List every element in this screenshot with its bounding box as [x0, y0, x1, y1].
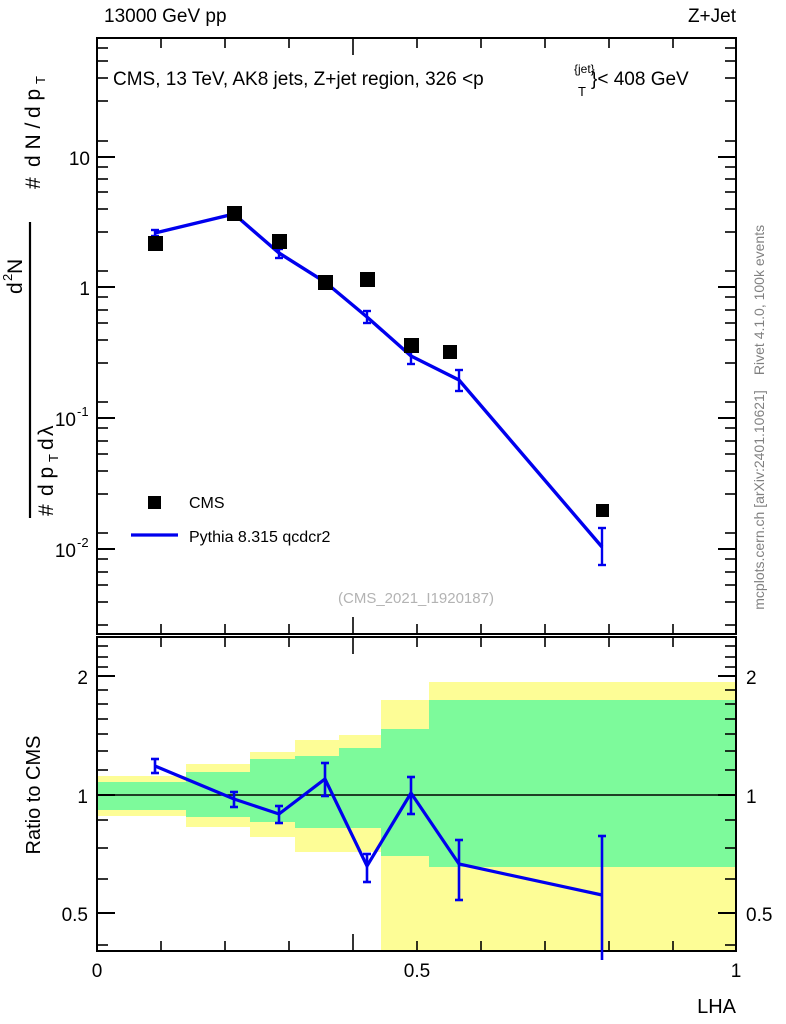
ratio-ytick-label-05: 0.5 — [62, 905, 88, 926]
ratio-ytick-label-2: 2 — [77, 668, 88, 689]
main-title-text: CMS, 13 TeV, AK8 jets, Z+jet region, 326… — [113, 69, 484, 90]
ylabel-lambda: λ — [35, 425, 58, 436]
main-ytick-minor — [97, 47, 736, 626]
ylabel-d2n-n: N — [4, 259, 27, 274]
ratio-line-pythia — [154, 764, 603, 897]
main-ytick-label-1em1: 10 -1 — [55, 404, 89, 431]
header-right: Z+Jet — [688, 6, 737, 27]
legend-label-cms: CMS — [189, 495, 225, 512]
svg-text:10: 10 — [55, 410, 76, 431]
watermark: (CMS_2021_I1920187) — [338, 590, 494, 607]
ratio-ytick-label-1: 1 — [77, 787, 88, 808]
ylabel-dn: d N / — [22, 122, 45, 167]
legend-marker-cms — [148, 496, 161, 509]
ylabel-sub2: T — [46, 454, 61, 462]
main-title: CMS, 13 TeV, AK8 jets, Z+jet region, 326… — [113, 62, 689, 99]
ratio-ytick-label-right-05: 0.5 — [746, 905, 772, 926]
ratio-ylabel: Ratio to CMS — [23, 736, 45, 855]
svg-text:-1: -1 — [77, 404, 89, 419]
main-ylabel: d 2 N # d p T d λ 1 # d N / d p T — [0, 76, 61, 518]
ratio-xtick-top — [160, 637, 674, 654]
ylabel-sub1: T — [33, 76, 48, 84]
data-markers-cms — [148, 206, 609, 517]
ylabel-hash2: # — [35, 504, 58, 516]
ylabel-dpt2: d p — [35, 467, 58, 496]
main-title-sup: {jet} — [574, 62, 595, 76]
legend-label-pythia: Pythia 8.315 qcdcr2 — [189, 529, 331, 546]
svg-text:-2: -2 — [77, 535, 89, 550]
xaxis-label: LHA — [697, 996, 737, 1018]
sidebar-rivet-version: Rivet 4.1.0, 100k events — [751, 225, 767, 375]
ratio-ytick-major — [97, 675, 736, 914]
ratio-error-bars — [151, 757, 606, 960]
main-xtick-top — [160, 38, 674, 55]
header-left: 13000 GeV pp — [104, 6, 227, 27]
ratio-xtick-bottom — [160, 934, 674, 951]
ylabel-hash1: # — [22, 177, 45, 189]
main-xtick-bottom — [160, 617, 674, 634]
ratio-ytick-label-right-2: 2 — [746, 668, 757, 689]
xtick-label-1: 1 — [731, 961, 742, 982]
main-title-sub: T — [578, 84, 586, 99]
legend: CMS Pythia 8.315 qcdcr2 — [131, 495, 331, 546]
ylabel-dlam: d — [35, 438, 58, 450]
xtick-label-0: 0 — [92, 961, 103, 982]
ylabel-one: 1 — [0, 504, 3, 516]
sidebar-mcplots-ref: mcplots.cern.ch [arXiv:2401.10621] — [751, 390, 767, 609]
ylabel-dpt1: d p — [22, 89, 45, 118]
ratio-ytick-label-right-1: 1 — [746, 787, 757, 808]
ylabel-d2n-sup: 2 — [0, 274, 15, 281]
svg-text:10: 10 — [55, 541, 76, 562]
ratio-ytick-minor — [97, 645, 736, 946]
main-title-tail: }< 408 GeV — [591, 69, 689, 90]
xtick-label-05: 0.5 — [404, 961, 430, 982]
main-ytick-label-10: 10 — [69, 149, 90, 170]
main-ytick-label-1: 1 — [79, 279, 90, 300]
main-ytick-major-left — [97, 156, 115, 550]
ylabel-d2n-d: d — [4, 282, 27, 294]
main-ytick-major-right — [718, 156, 736, 550]
main-ytick-label-1em2: 10 -2 — [55, 535, 89, 562]
